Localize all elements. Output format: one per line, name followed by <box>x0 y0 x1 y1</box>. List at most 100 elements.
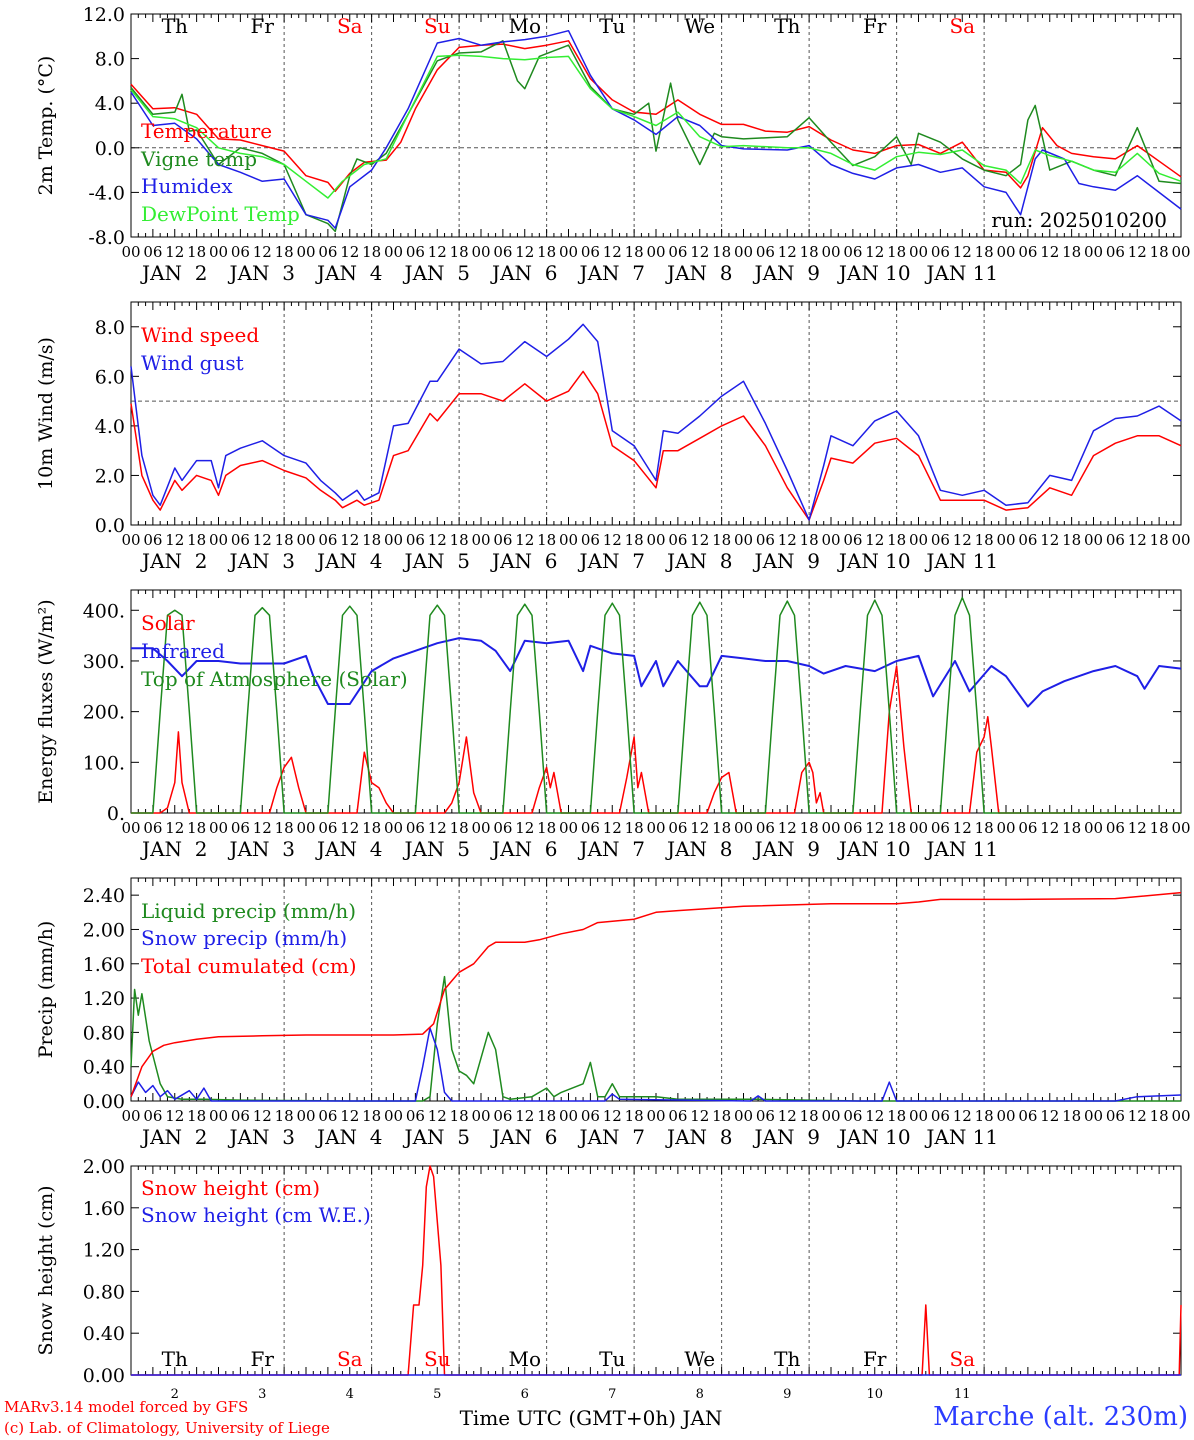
y-tick-label: 400. <box>83 600 125 622</box>
x-hour-label: 00 <box>996 819 1015 837</box>
weekday-label: We <box>684 1347 715 1371</box>
x-hour-label: 12 <box>1128 531 1147 549</box>
model-credit: MARv3.14 model forced by GFS <box>4 1398 249 1416</box>
x-hour-label: 06 <box>493 819 512 837</box>
x-hour-label: 00 <box>821 243 840 261</box>
x-hour-label: 00 <box>471 1107 490 1125</box>
y-tick-label: 0.80 <box>83 1022 125 1044</box>
x-date-label: JAN 2 <box>140 1125 207 1149</box>
x-hour-label: 18 <box>187 1107 206 1125</box>
x-hour-label: 12 <box>778 1107 797 1125</box>
x-hour-label: 18 <box>800 243 819 261</box>
x-hour-label: 12 <box>253 819 272 837</box>
x-date-label: JAN 3 <box>228 1125 295 1149</box>
x-hour-label: 00 <box>1084 1107 1103 1125</box>
x-hour-label: 00 <box>821 819 840 837</box>
x-hour-label: 18 <box>187 243 206 261</box>
x-hour-label: 18 <box>537 531 556 549</box>
x-hour-label: 18 <box>1062 819 1081 837</box>
x-date-label: JAN 2 <box>140 549 207 573</box>
series-line <box>131 637 1182 708</box>
series-line <box>130 975 1181 1102</box>
y-tick-label: 1.60 <box>83 1198 125 1220</box>
x-hour-label: 06 <box>756 531 775 549</box>
x-hour-label: 06 <box>1018 531 1037 549</box>
x-hour-label: 12 <box>865 1107 884 1125</box>
x-hour-label: 00 <box>296 531 315 549</box>
x-day-number: 3 <box>258 1387 266 1402</box>
x-hour-label: 18 <box>625 531 644 549</box>
weekday-label: Th <box>774 14 800 38</box>
legend-entry: DewPoint Temp <box>141 202 300 226</box>
x-hour-label: 00 <box>996 1107 1015 1125</box>
x-date-label: JAN 3 <box>228 549 295 573</box>
x-hour-label: 06 <box>581 243 600 261</box>
x-hour-label: 12 <box>165 819 184 837</box>
y-axis-label: 10m Wind (m/s) <box>35 337 57 490</box>
x-hour-label: 12 <box>515 243 534 261</box>
x-date-label: JAN 8 <box>665 261 732 285</box>
x-hour-label: 12 <box>690 243 709 261</box>
x-hour-label: 00 <box>734 531 753 549</box>
weekday-label: Fr <box>863 1347 887 1371</box>
x-date-label: JAN 10 <box>837 837 911 861</box>
x-hour-label: 12 <box>1128 819 1147 837</box>
x-date-label: JAN 5 <box>403 1125 470 1149</box>
x-hour-label: 00 <box>1084 531 1103 549</box>
x-hour-label: 00 <box>384 819 403 837</box>
x-hour-label: 18 <box>362 1107 381 1125</box>
x-hour-label: 12 <box>603 819 622 837</box>
weekday-label: Th <box>774 1347 800 1371</box>
weekday-label: We <box>684 14 715 38</box>
x-hour-label: 00 <box>1171 1107 1190 1125</box>
x-hour-label: 12 <box>1040 531 1059 549</box>
x-day-number: 5 <box>433 1387 441 1402</box>
y-tick-label: 200. <box>83 702 125 724</box>
series-line <box>131 665 1181 814</box>
y-tick-label: -4.0 <box>88 182 125 204</box>
x-date-label: JAN 9 <box>753 1125 820 1149</box>
x-hour-label: 12 <box>690 1107 709 1125</box>
weekday-label: Mo <box>508 1347 541 1371</box>
x-hour-label: 18 <box>712 243 731 261</box>
series-line <box>130 891 1182 1097</box>
x-hour-label: 06 <box>843 1107 862 1125</box>
x-day-number: 8 <box>696 1387 704 1402</box>
x-hour-label: 18 <box>537 243 556 261</box>
x-hour-label: 06 <box>756 819 775 837</box>
x-hour-label: 00 <box>734 1107 753 1125</box>
x-hour-label: 06 <box>318 243 337 261</box>
panel-5: 0.00 0.40 0.80 1.20 1.60 2.00 Snow height (cm)… <box>35 1156 1182 1430</box>
y-tick-label: 2.00 <box>83 919 125 941</box>
x-hour-label: 12 <box>165 243 184 261</box>
x-hour-label: 18 <box>1150 531 1169 549</box>
x-hour-label: 06 <box>668 1107 687 1125</box>
legend-entry: Vigne temp <box>140 147 257 171</box>
x-hour-label: 18 <box>887 243 906 261</box>
x-date-label: JAN 4 <box>315 261 382 285</box>
y-tick-label: 0.80 <box>83 1281 125 1303</box>
x-hour-label: 06 <box>931 1107 950 1125</box>
x-hour-label: 00 <box>646 531 665 549</box>
x-hour-label: 18 <box>187 819 206 837</box>
x-hour-label: 18 <box>1150 1107 1169 1125</box>
legend-entry: Wind gust <box>141 351 244 375</box>
x-hour-label: 12 <box>515 819 534 837</box>
x-date-label: JAN 6 <box>490 1125 557 1149</box>
x-date-label: JAN 11 <box>924 1125 998 1149</box>
x-date-label: JAN 10 <box>837 549 911 573</box>
x-hour-label: 12 <box>428 1107 447 1125</box>
x-hour-label: 06 <box>931 531 950 549</box>
x-day-number: 7 <box>608 1387 616 1402</box>
x-hour-label: 00 <box>471 531 490 549</box>
y-tick-label: -8.0 <box>88 227 125 249</box>
weekday-label: Mo <box>508 14 541 38</box>
x-hour-label: 18 <box>537 819 556 837</box>
x-hour-label: 12 <box>340 531 359 549</box>
x-hour-label: 18 <box>800 1107 819 1125</box>
legend-entry: Snow height (cm) <box>141 1176 320 1200</box>
x-hour-label: 00 <box>296 1107 315 1125</box>
x-hour-label: 00 <box>821 531 840 549</box>
x-hour-label: 18 <box>887 531 906 549</box>
run-label: run: 2025010200 <box>991 208 1167 232</box>
